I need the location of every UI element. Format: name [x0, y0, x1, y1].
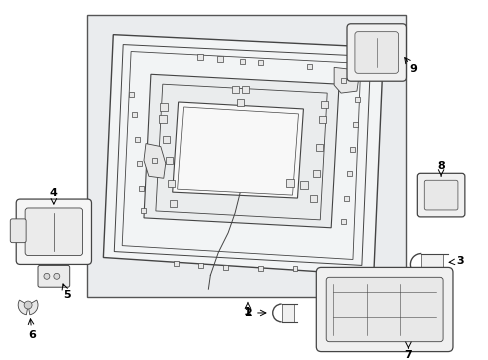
Bar [344, 69, 349, 75]
Bar [340, 219, 346, 224]
Bar [351, 72, 357, 78]
Bar [310, 195, 317, 202]
Bar [321, 101, 327, 108]
Bar [173, 261, 178, 266]
FancyBboxPatch shape [424, 180, 457, 210]
Wedge shape [18, 300, 28, 315]
Text: 8: 8 [436, 161, 444, 171]
Bar [316, 144, 323, 150]
FancyBboxPatch shape [25, 208, 82, 256]
Bar [217, 57, 223, 62]
FancyBboxPatch shape [325, 277, 442, 342]
Text: 2: 2 [244, 308, 251, 318]
Bar [344, 196, 348, 201]
Bar [300, 181, 308, 189]
Bar [319, 116, 325, 123]
FancyBboxPatch shape [38, 265, 70, 287]
Bar [139, 186, 143, 191]
Bar [240, 59, 244, 64]
Bar [159, 115, 166, 123]
Bar [169, 200, 176, 207]
FancyBboxPatch shape [346, 24, 406, 81]
Text: 1: 1 [244, 307, 251, 317]
Polygon shape [143, 74, 338, 228]
FancyBboxPatch shape [10, 219, 26, 243]
Bar [152, 158, 157, 163]
Bar [223, 265, 228, 270]
Bar [165, 157, 172, 165]
Bar [292, 266, 297, 271]
FancyBboxPatch shape [316, 267, 452, 352]
Text: 9: 9 [408, 64, 416, 74]
Bar [197, 54, 203, 60]
Bar [313, 170, 320, 177]
Bar [132, 112, 137, 117]
Bar [232, 86, 239, 93]
Bar [135, 137, 140, 141]
Bar [421, 253, 442, 275]
Bar [242, 86, 248, 93]
Bar [86, 15, 406, 297]
Bar [257, 60, 262, 66]
Bar [352, 122, 357, 127]
Bar [160, 103, 167, 111]
Text: 3: 3 [455, 256, 463, 266]
Bar [137, 161, 142, 166]
Bar [167, 180, 174, 187]
Bar [198, 264, 203, 269]
FancyBboxPatch shape [416, 173, 464, 217]
Bar [281, 304, 293, 322]
Bar [285, 179, 293, 187]
Circle shape [44, 273, 50, 279]
Bar [349, 147, 354, 152]
Polygon shape [103, 35, 383, 275]
Text: 4: 4 [50, 188, 58, 198]
Text: 7: 7 [404, 350, 411, 360]
Polygon shape [333, 67, 358, 93]
Bar [307, 64, 312, 69]
Bar [163, 136, 169, 143]
Circle shape [54, 273, 60, 279]
Bar [340, 78, 346, 83]
FancyBboxPatch shape [16, 199, 91, 265]
Text: 5: 5 [63, 290, 70, 300]
Bar [237, 99, 244, 106]
Circle shape [24, 301, 32, 309]
Bar [346, 171, 351, 176]
Bar [257, 266, 262, 271]
Bar [129, 92, 134, 97]
FancyBboxPatch shape [354, 32, 398, 73]
Bar [141, 208, 145, 213]
Polygon shape [143, 144, 165, 178]
Bar [354, 97, 359, 102]
Wedge shape [28, 300, 38, 315]
Polygon shape [172, 102, 303, 198]
Text: 6: 6 [28, 330, 36, 340]
